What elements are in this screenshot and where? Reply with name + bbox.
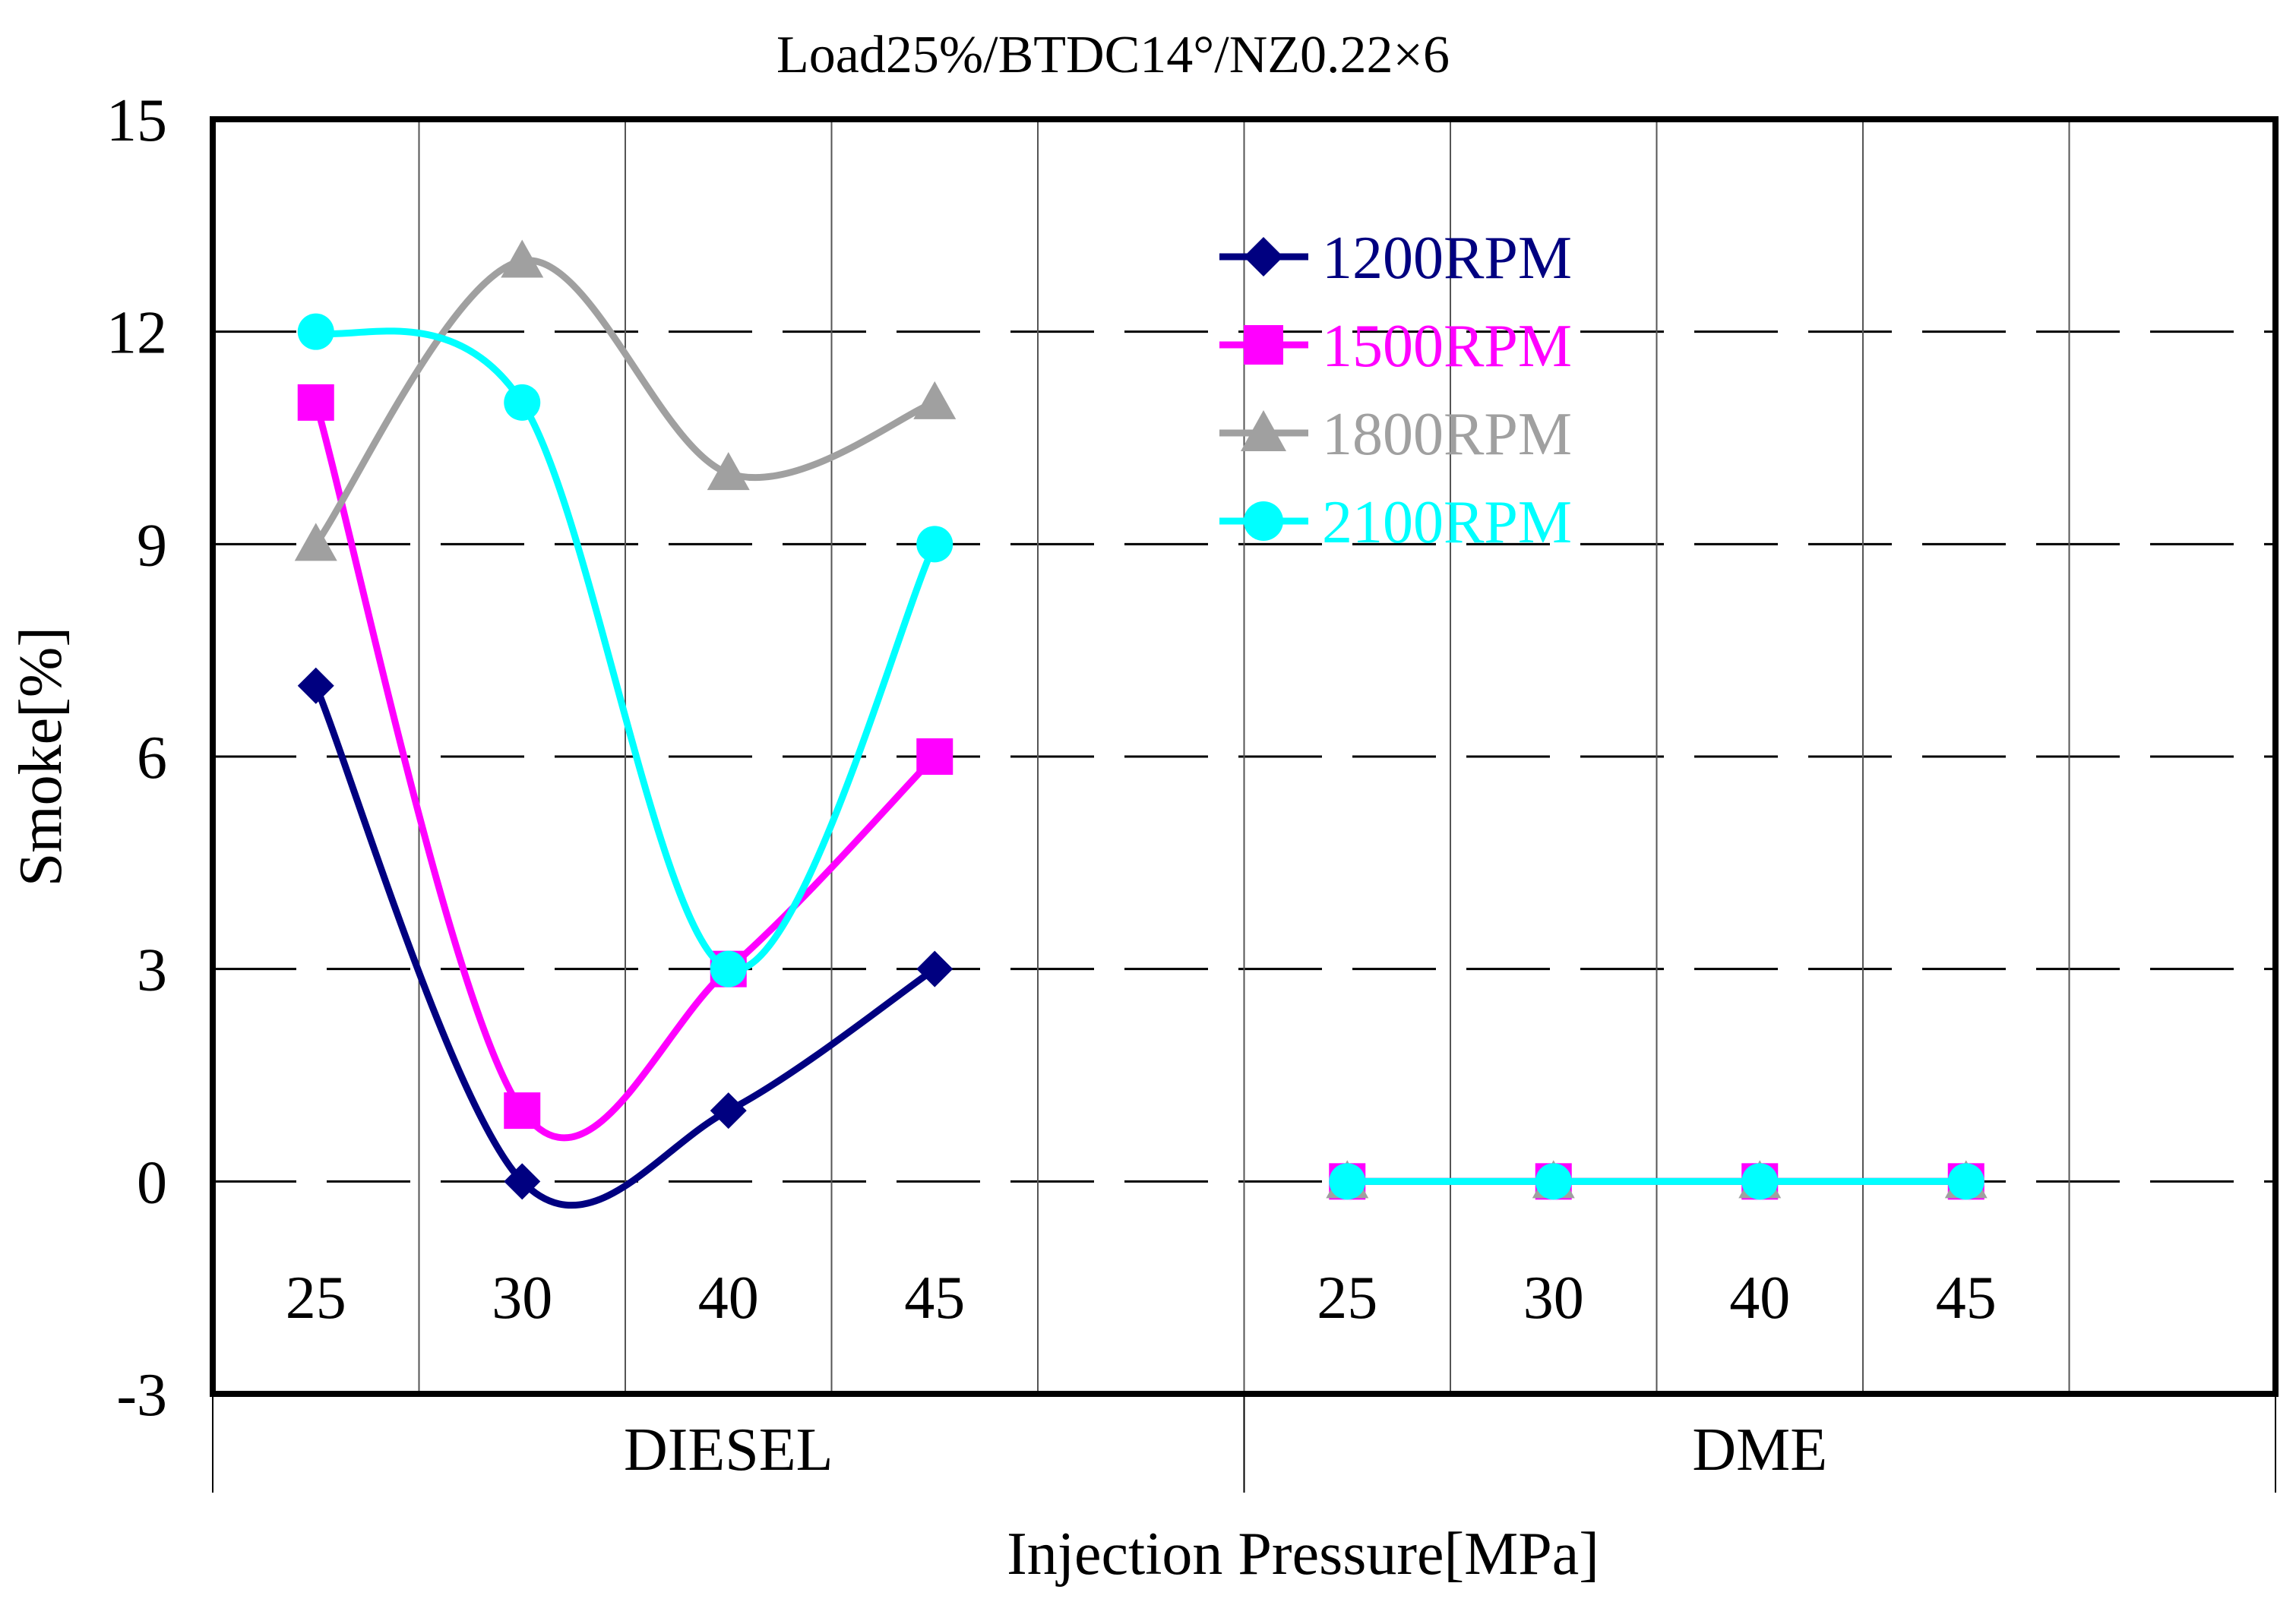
legend-item: 1200RPM	[1219, 225, 1572, 292]
x-tick-label: 45	[1936, 1265, 1997, 1332]
data-point	[1947, 1163, 1984, 1200]
y-tick-label: 6	[137, 725, 167, 792]
axis-layer: -3 0 3 6 9 12 15 25 30 40 45 25 30 40 45 DIESEL DME	[106, 87, 2276, 1493]
chart-title: Load25%/BTDC14°/NZ0.22×6	[776, 26, 1450, 84]
data-point	[710, 1092, 747, 1130]
y-tick-label: 3	[137, 937, 167, 1004]
data-point	[1741, 1163, 1779, 1200]
y-tick-label: 12	[106, 300, 167, 367]
legend-marker	[1244, 237, 1283, 276]
data-point	[1535, 1163, 1572, 1200]
legend-marker	[1244, 501, 1283, 541]
legend-label: 2100RPM	[1322, 489, 1572, 556]
data-point	[297, 384, 334, 421]
grid	[213, 119, 2275, 1394]
y-tick-label: 9	[137, 512, 167, 579]
legend-item: 2100RPM	[1219, 489, 1572, 556]
group-label: DME	[1692, 1417, 1827, 1484]
series-1500rpm	[297, 384, 1984, 1200]
x-tick-label: 30	[492, 1265, 552, 1332]
series-layer	[294, 239, 1988, 1209]
x-tick-label: 40	[698, 1265, 759, 1332]
series-1800rpm	[294, 239, 1988, 1199]
x-tick-label: 40	[1729, 1265, 1790, 1332]
x-tick-label: 25	[1317, 1265, 1377, 1332]
series-line-diesel	[315, 327, 938, 974]
legend-marker	[1241, 410, 1286, 451]
series-line-diesel	[312, 684, 937, 1209]
data-point	[1329, 1163, 1366, 1200]
data-point	[913, 381, 957, 419]
legend: 1200RPM 1500RPM 1800RPM 2100RPM	[1219, 225, 1572, 556]
series-2100rpm	[297, 313, 1984, 1200]
legend-item: 1800RPM	[1219, 401, 1572, 468]
data-point	[504, 1163, 541, 1200]
data-point	[297, 667, 334, 704]
y-tick-label: 0	[137, 1149, 167, 1216]
data-point	[504, 1092, 541, 1130]
data-point	[710, 950, 747, 987]
data-point	[297, 313, 334, 350]
legend-item: 1500RPM	[1219, 313, 1572, 380]
data-point	[916, 950, 954, 987]
series-line-diesel	[312, 401, 938, 1142]
data-point	[294, 523, 337, 561]
legend-label: 1200RPM	[1322, 225, 1572, 292]
data-point	[916, 738, 954, 775]
y-axis-title: Smoke[%]	[8, 627, 74, 886]
data-point	[916, 526, 954, 563]
y-tick-label: 15	[106, 87, 167, 154]
series-line-diesel	[313, 257, 936, 546]
x-tick-label: 25	[286, 1265, 346, 1332]
legend-label: 1800RPM	[1322, 401, 1572, 468]
x-axis-title: Injection Pressure[MPa]	[1007, 1521, 1599, 1588]
data-point	[707, 452, 750, 491]
data-point	[501, 239, 544, 278]
y-tick-label: -3	[116, 1362, 167, 1429]
x-tick-label: 30	[1523, 1265, 1584, 1332]
data-point	[504, 384, 541, 421]
x-tick-label: 45	[904, 1265, 965, 1332]
group-label: DIESEL	[624, 1417, 833, 1484]
legend-label: 1500RPM	[1322, 313, 1572, 380]
legend-marker	[1244, 325, 1283, 365]
series-1200rpm	[297, 667, 1984, 1209]
